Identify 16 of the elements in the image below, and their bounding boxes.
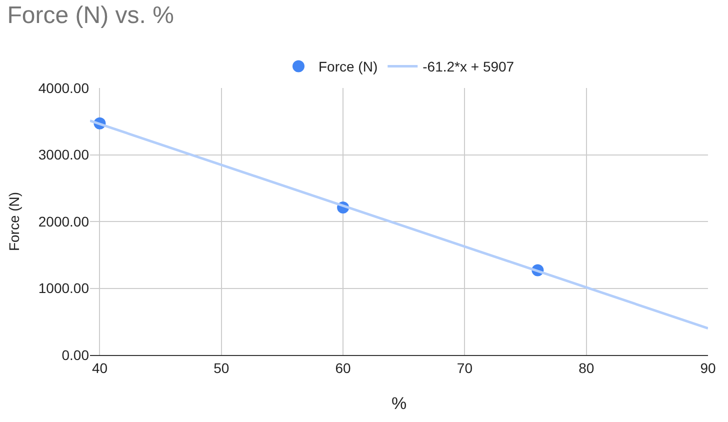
legend-label: Force (N) <box>318 58 378 75</box>
y-tick-label: 0.00 <box>62 346 90 363</box>
chart-title: Force (N) vs. % <box>7 2 174 30</box>
x-tick-label: 40 <box>92 360 108 376</box>
y-tick-label: 4000.00 <box>38 80 90 96</box>
x-axis-title: % <box>391 394 407 414</box>
y-axis-title: Force (N) <box>6 192 22 252</box>
x-tick-label: 70 <box>456 360 473 376</box>
x-tick-label: 60 <box>335 360 352 376</box>
y-tick-label: 1000.00 <box>38 280 90 296</box>
y-tick-label: 2000.00 <box>38 213 90 230</box>
x-tick-label: 50 <box>214 360 230 376</box>
legend-label: -61.2*x + 5907 <box>422 58 514 75</box>
x-tick-label: 90 <box>700 360 716 376</box>
x-tick-label: 80 <box>578 360 594 376</box>
y-tick-label: 3000.00 <box>38 146 90 163</box>
